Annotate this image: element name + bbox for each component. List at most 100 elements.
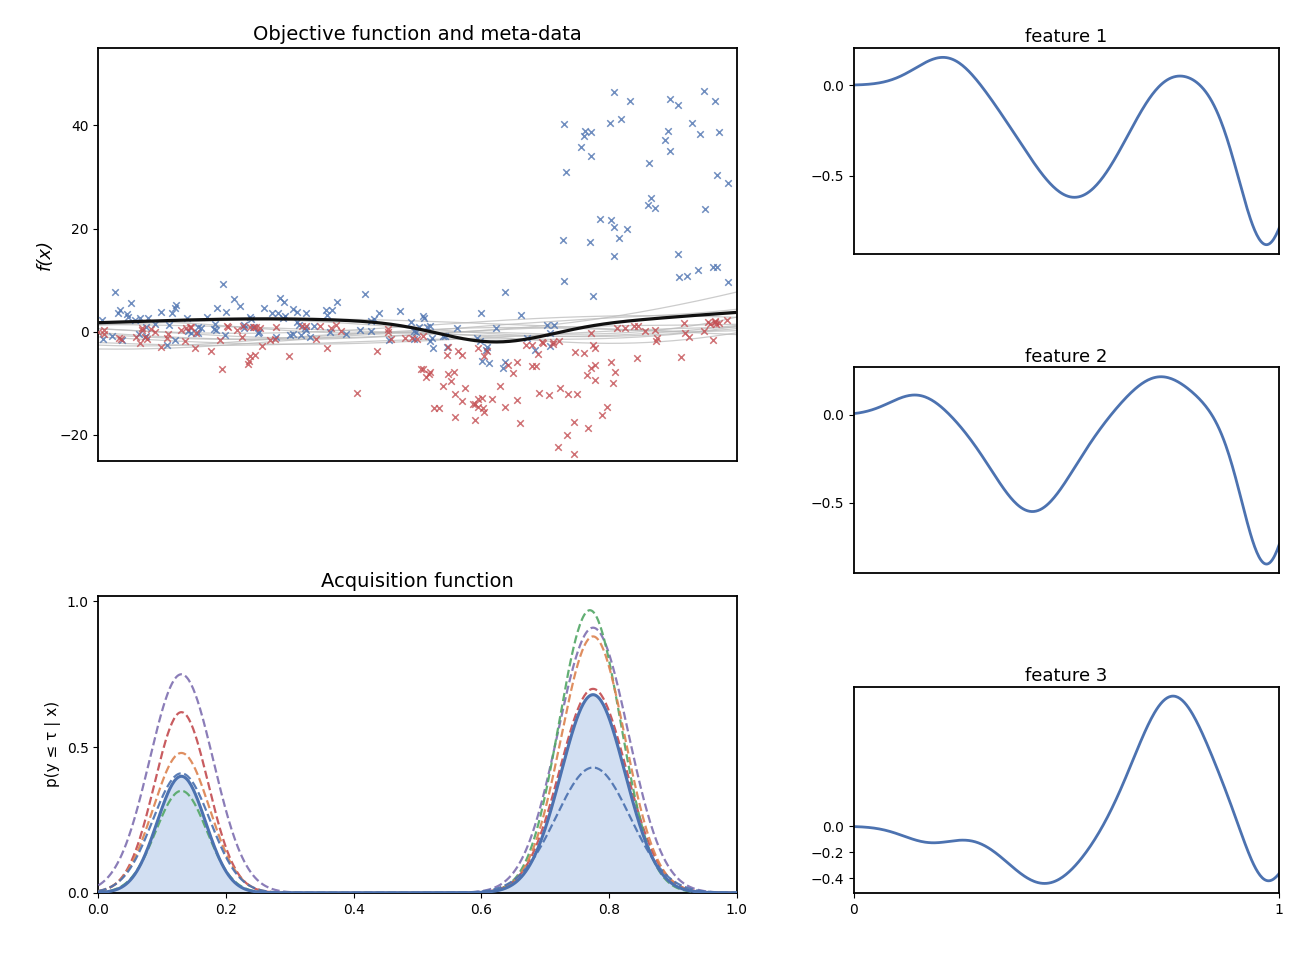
Point (151, 339, 172, 354)
Point (695, 201, 716, 216)
Point (702, 259, 723, 275)
Point (502, 366, 523, 381)
Point (234, 318, 255, 333)
Point (205, 316, 226, 331)
Point (627, 319, 648, 334)
Point (659, 143, 680, 158)
Point (129, 325, 150, 341)
Point (698, 314, 719, 329)
Point (274, 308, 295, 324)
Point (472, 391, 493, 406)
Point (299, 329, 320, 345)
Point (604, 249, 625, 264)
Point (617, 222, 638, 237)
Point (361, 323, 382, 338)
Point (131, 323, 152, 338)
Point (563, 415, 584, 430)
Point (517, 330, 538, 346)
Point (207, 300, 228, 316)
Point (606, 321, 627, 336)
Point (585, 372, 606, 388)
Point (451, 347, 472, 362)
Point (413, 311, 434, 326)
Point (104, 285, 125, 300)
Point (718, 176, 739, 191)
Point (164, 332, 185, 348)
Point (270, 290, 291, 305)
Point (432, 378, 453, 394)
Point (668, 97, 689, 112)
Point (231, 329, 252, 345)
Point (522, 337, 543, 352)
Point (240, 310, 261, 325)
Point (412, 308, 433, 324)
Point (253, 300, 274, 316)
Point (647, 330, 668, 346)
Point (601, 354, 622, 370)
Point (320, 324, 341, 340)
Point (215, 304, 236, 320)
Point (419, 367, 440, 382)
Point (470, 333, 491, 348)
Y-axis label: p(y ≤ τ | x): p(y ≤ τ | x) (45, 701, 62, 787)
Point (466, 330, 487, 346)
Point (157, 326, 178, 342)
Point (644, 200, 665, 215)
Point (413, 361, 434, 376)
Point (478, 340, 499, 355)
Point (655, 132, 676, 148)
Point (248, 324, 269, 340)
Point (144, 317, 165, 332)
Point (240, 319, 261, 334)
Title: Objective function and meta-data: Objective function and meta-data (253, 25, 583, 43)
Point (556, 427, 577, 443)
Point (354, 286, 375, 301)
Point (135, 328, 156, 344)
Point (176, 320, 197, 335)
Point (316, 302, 337, 318)
Point (421, 330, 442, 346)
Point (660, 92, 681, 108)
Point (445, 409, 466, 424)
Point (596, 399, 617, 415)
Point (468, 399, 489, 415)
Point (537, 318, 558, 333)
Point (295, 323, 316, 338)
Point (108, 305, 129, 321)
Point (509, 416, 530, 431)
Point (266, 329, 287, 345)
Point (492, 360, 513, 375)
Point (510, 308, 531, 324)
Point (140, 322, 161, 337)
Point (377, 324, 398, 340)
Point (252, 338, 273, 353)
Point (346, 385, 367, 400)
Point (274, 295, 295, 310)
Point (174, 333, 195, 348)
Point (542, 336, 563, 351)
Point (581, 125, 602, 140)
Point (265, 320, 286, 335)
Point (610, 111, 631, 127)
Point (273, 311, 294, 326)
Point (379, 332, 400, 348)
Point (476, 343, 497, 358)
Point (583, 288, 604, 303)
Point (316, 341, 337, 356)
Point (437, 339, 458, 354)
Point (539, 338, 560, 353)
Point (407, 331, 428, 347)
Point (92, 313, 113, 328)
Point (516, 338, 537, 353)
Point (463, 396, 484, 412)
Point (635, 323, 656, 338)
Point (474, 348, 495, 364)
Point (227, 322, 248, 337)
Point (703, 332, 724, 348)
Point (244, 319, 265, 334)
Point (604, 84, 625, 100)
Point (614, 321, 635, 336)
Point (265, 331, 286, 347)
Point (180, 320, 201, 335)
Title: feature 3: feature 3 (1025, 667, 1107, 685)
